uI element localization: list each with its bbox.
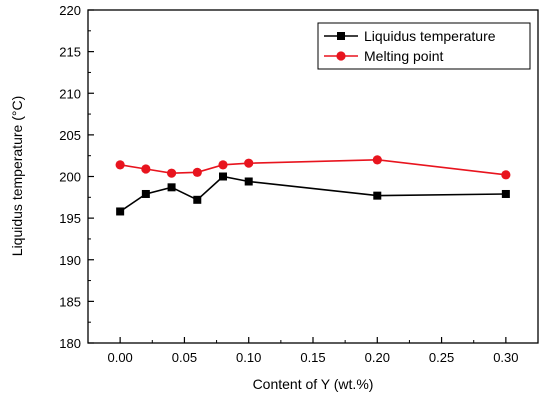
y-tick-label: 210 <box>59 86 81 101</box>
data-point <box>141 189 150 198</box>
legend-label: Liquidus temperature <box>364 28 496 44</box>
y-tick-label: 180 <box>59 336 81 351</box>
x-tick-label: 0.15 <box>300 350 325 365</box>
x-tick-label: 0.20 <box>365 350 390 365</box>
x-axis: 0.00 0.05 0.10 0.15 0.20 0.25 0.30 <box>107 337 519 365</box>
data-point <box>192 167 202 177</box>
legend-box <box>317 22 531 70</box>
data-point <box>166 168 177 178</box>
data-point <box>244 177 253 186</box>
series-line <box>119 175 506 213</box>
data-point <box>219 172 227 181</box>
legend-item: Melting point <box>324 48 443 64</box>
data-point <box>372 155 382 165</box>
legend-item: Liquidus temperature <box>324 28 496 44</box>
legend-marker <box>336 51 346 61</box>
data-point <box>373 191 382 200</box>
y-axis-title: Liquidus temperature (°C) <box>9 96 25 256</box>
data-point <box>193 195 202 204</box>
legend: Liquidus temperature Melting point <box>317 22 531 70</box>
x-tick-label: 0.10 <box>236 350 261 365</box>
y-tick-label: 190 <box>59 253 81 268</box>
y-tick-label: 200 <box>59 170 81 185</box>
data-point <box>115 160 125 170</box>
x-tick-label: 0.00 <box>107 350 132 365</box>
y-axis: 180 185 190 195 200 205 210 215 220 <box>59 3 94 351</box>
y-tick-label: 215 <box>59 45 81 60</box>
series-melting-point <box>115 155 511 180</box>
data-point <box>501 189 510 198</box>
data-point <box>244 158 254 168</box>
x-tick-label: 0.05 <box>172 350 197 365</box>
y-tick-label: 220 <box>59 3 81 18</box>
data-point <box>167 183 176 192</box>
series-layer <box>115 155 511 216</box>
legend-marker <box>337 32 345 40</box>
data-point <box>501 170 511 180</box>
data-point <box>141 164 151 174</box>
series-line <box>119 158 506 176</box>
y-tick-label: 205 <box>59 128 81 143</box>
data-point <box>218 160 228 170</box>
x-tick-label: 0.30 <box>493 350 518 365</box>
data-point <box>116 207 125 216</box>
y-tick-label: 195 <box>59 211 81 226</box>
legend-label: Melting point <box>364 48 443 64</box>
y-tick-label: 185 <box>59 294 81 309</box>
x-tick-label: 0.25 <box>429 350 454 365</box>
series-liquidus-temperature <box>116 172 510 216</box>
x-axis-title: Content of Y (wt.%) <box>253 376 374 392</box>
